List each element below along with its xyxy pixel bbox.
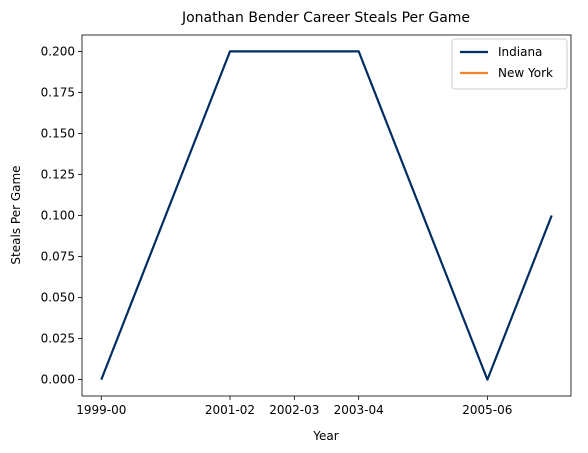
y-tick-label: 0.175	[41, 85, 75, 99]
y-tick-label: 0.100	[41, 209, 75, 223]
legend: Indiana New York	[451, 38, 568, 90]
chart-title: Jonathan Bender Career Steals Per Game	[181, 10, 470, 26]
x-axis-label: Year	[312, 429, 338, 443]
series-line-indiana	[100, 50, 553, 381]
legend-label: New York	[498, 66, 553, 80]
y-tick-label: 0.200	[41, 44, 75, 58]
y-tick-label: 0.025	[41, 332, 75, 346]
y-tick-label: 0.150	[41, 126, 75, 140]
x-tick-label: 2005-06	[462, 403, 512, 417]
x-tick-label: 2001-02	[205, 403, 255, 417]
y-tick-label: 0.075	[41, 250, 75, 264]
legend-label: Indiana	[498, 45, 542, 59]
y-axis-label: Steals Per Game	[9, 165, 23, 264]
x-tick-label: 2003-04	[334, 403, 384, 417]
x-tick-label: 1999-00	[76, 403, 126, 417]
x-tick-label: 2002-03	[269, 403, 319, 417]
y-tick-label: 0.000	[41, 373, 75, 387]
plot-area: 0.000 0.025 0.050 0.075 0.100 0.125 0.150 0.175…	[41, 34, 572, 417]
y-tick-label: 0.125	[41, 167, 75, 181]
y-tick-label: 0.050	[41, 291, 75, 305]
